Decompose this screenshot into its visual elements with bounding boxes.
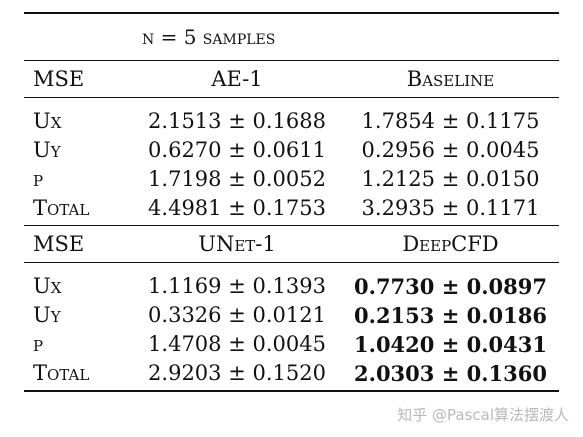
section-divider-rule	[24, 225, 559, 226]
caption-rule	[24, 60, 559, 61]
table-row: Ux 2.1513 ± 0.1688 1.7854 ± 0.1175	[24, 107, 559, 136]
value-cell: 0.6270 ± 0.0611	[148, 138, 326, 162]
value-cell: 0.3326 ± 0.0121	[148, 303, 326, 327]
metric-label: MSE	[33, 66, 85, 91]
table-row: Uy 0.3326 ± 0.0121 0.2153 ± 0.0186	[24, 301, 559, 330]
row-label: Ux	[33, 274, 62, 298]
table-row: p 1.4708 ± 0.0045 1.0420 ± 0.0431	[24, 330, 559, 359]
top-rule	[24, 12, 559, 14]
value-cell: 0.2956 ± 0.0045	[361, 138, 540, 162]
bottom-rule	[24, 390, 559, 392]
row-label: Uy	[33, 138, 61, 162]
results-table: n = 5 samples MSE AE-1 Baseline Ux 2.151…	[24, 12, 559, 392]
best-value-cell: 0.2153 ± 0.0186	[354, 303, 547, 328]
value-cell: 1.2125 ± 0.0150	[361, 167, 540, 191]
metric-label: MSE	[33, 231, 85, 256]
section-1-header-rule	[24, 97, 559, 98]
table-row: Uy 0.6270 ± 0.0611 0.2956 ± 0.0045	[24, 136, 559, 165]
row-label: Total	[33, 361, 90, 385]
table-row: Total 4.4981 ± 0.1753 3.2935 ± 0.1171	[24, 194, 559, 223]
watermark: 知乎 @Pascal算法摆渡人	[397, 406, 569, 424]
best-value-cell: 2.0303 ± 0.1360	[354, 361, 547, 386]
model-a-header: UNet-1	[198, 231, 276, 256]
row-label: Uy	[33, 303, 61, 327]
best-value-cell: 1.0420 ± 0.0431	[354, 332, 547, 357]
value-cell: 1.7854 ± 0.1175	[361, 109, 540, 133]
value-cell: 1.4708 ± 0.0045	[148, 332, 326, 356]
row-label: p	[33, 332, 44, 356]
value-cell: 2.9203 ± 0.1520	[148, 361, 326, 385]
row-label: Total	[33, 196, 90, 220]
row-label: Ux	[33, 109, 62, 133]
value-cell: 1.1169 ± 0.1393	[148, 274, 326, 298]
table-row: Total 2.9203 ± 0.1520 2.0303 ± 0.1360	[24, 359, 559, 388]
table-row: Ux 1.1169 ± 0.1393 0.7730 ± 0.0897	[24, 272, 559, 301]
best-value-cell: 0.7730 ± 0.0897	[354, 274, 547, 299]
section-2-header-rule	[24, 262, 559, 263]
section-1-header-row: MSE AE-1 Baseline	[24, 61, 559, 97]
model-b-header: DeepCFD	[402, 231, 499, 256]
value-cell: 3.2935 ± 0.1171	[361, 196, 540, 220]
model-a-header: AE-1	[211, 66, 263, 91]
model-b-header: Baseline	[406, 66, 495, 91]
sample-count-caption: n = 5 samples	[142, 25, 276, 49]
caption-row: n = 5 samples	[24, 14, 559, 60]
row-label: p	[33, 167, 44, 191]
value-cell: 4.4981 ± 0.1753	[148, 196, 326, 220]
value-cell: 2.1513 ± 0.1688	[148, 109, 326, 133]
table-row: p 1.7198 ± 0.0052 1.2125 ± 0.0150	[24, 165, 559, 194]
value-cell: 1.7198 ± 0.0052	[148, 167, 326, 191]
section-2-header-row: MSE UNet-1 DeepCFD	[24, 226, 559, 262]
